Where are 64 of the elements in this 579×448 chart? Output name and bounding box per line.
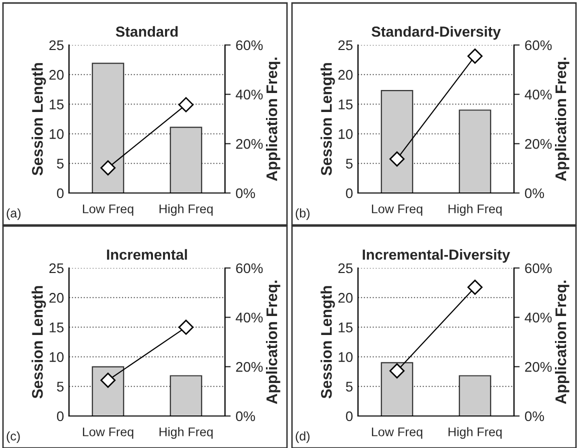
y-tick-label: 15 <box>338 322 353 332</box>
y-tick-label: 25 <box>338 40 353 50</box>
y-tick-label: 10 <box>50 352 64 362</box>
y-tick-label: 15 <box>50 100 64 110</box>
y-tick-label: 15 <box>50 322 64 332</box>
y2-axis-title: Application Freq. <box>266 280 280 404</box>
y-axis-title: Session Length <box>32 63 46 176</box>
y2-tick-label: 0% <box>524 411 544 422</box>
y-tick-label: 5 <box>56 158 64 169</box>
y-tick-label: 25 <box>338 263 353 274</box>
y-tick-label: 15 <box>338 100 353 110</box>
text: (b) <box>296 208 310 220</box>
y-tick-label: 20 <box>338 70 353 80</box>
x-tick-label: Low Freq <box>82 428 134 439</box>
y2-tick-label: 20% <box>236 362 263 372</box>
y2-tick-label: 60% <box>525 40 552 50</box>
y-tick-label: 0 <box>346 188 353 198</box>
chart-title: Standard <box>116 26 178 37</box>
y2-tick-label: 40% <box>524 90 552 100</box>
y-axis-title: Session Length <box>32 286 46 398</box>
y2-axis-title: Application Freq. <box>266 58 280 182</box>
y-tick-label: 0 <box>346 411 353 422</box>
y2-tick-label: 40% <box>236 312 263 323</box>
text: (a) <box>6 208 20 220</box>
y2-axis-title: Application Freq. <box>554 58 570 182</box>
y-tick-label: 20 <box>338 292 353 303</box>
y2-tick-label: 0% <box>236 188 255 198</box>
y2-tick-label: 60% <box>236 263 263 274</box>
y-tick-label: 10 <box>338 129 353 139</box>
y-tick-label: 20 <box>49 70 64 80</box>
y-tick-label: 20 <box>49 292 64 303</box>
y-tick-label: 10 <box>338 352 353 362</box>
x-tick-label: High Freq <box>448 204 502 216</box>
y2-tick-label: 20% <box>525 139 552 149</box>
y-axis-title: Session Length <box>320 63 335 176</box>
x-tick-label: Low Freq <box>372 204 422 216</box>
chart-title: Incremental-Diversity <box>362 249 510 263</box>
y2-tick-label: 0% <box>236 411 255 422</box>
y-tick-label: 10 <box>50 129 64 139</box>
y2-tick-label: 20% <box>525 362 552 372</box>
y2-axis-title: Application Freq. <box>554 280 570 404</box>
chart-title: Incremental <box>107 249 187 260</box>
y2-tick-label: 60% <box>525 263 552 274</box>
y2-tick-label: 60% <box>236 40 263 50</box>
y2-tick-label: 40% <box>524 312 552 323</box>
text: (c) <box>6 431 20 443</box>
text: (d) <box>296 431 310 443</box>
x-tick-label: Low Freq <box>372 428 422 439</box>
x-tick-label: Low Freq <box>82 204 134 216</box>
chart-title: Standard-Diversity <box>372 26 501 40</box>
x-tick-label: High Freq <box>160 204 213 216</box>
y-tick-label: 5 <box>346 158 353 169</box>
y2-tick-label: 20% <box>236 139 263 149</box>
y-tick-label: 25 <box>49 40 64 50</box>
y-tick-label: 0 <box>56 411 64 422</box>
y2-tick-label: 40% <box>236 90 263 100</box>
x-tick-label: High Freq <box>448 427 502 439</box>
y-tick-label: 5 <box>56 382 64 392</box>
y2-tick-label: 0% <box>524 188 544 198</box>
y-tick-label: 0 <box>56 188 64 198</box>
y-tick-label: 5 <box>346 382 353 392</box>
y-tick-label: 25 <box>49 263 64 274</box>
x-tick-label: High Freq <box>160 427 213 439</box>
y-axis-title: Session Length <box>320 286 335 398</box>
